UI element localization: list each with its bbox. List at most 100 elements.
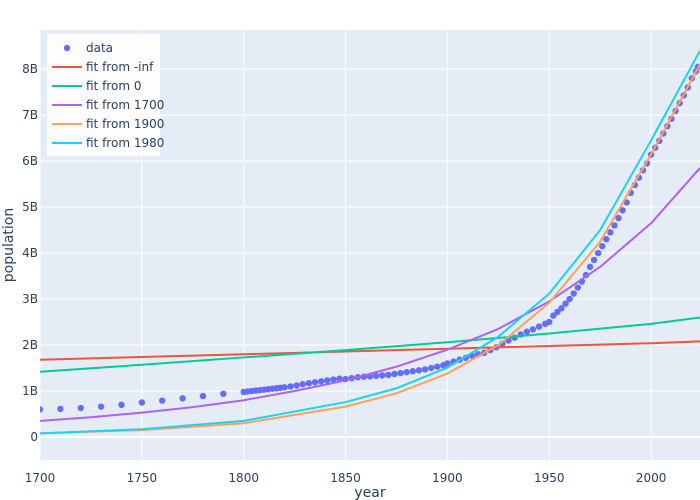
data-point <box>199 392 207 400</box>
legend-label: fit from 1900 <box>86 117 164 131</box>
x-tick-labels: 1700 1750 1800 1850 1900 1950 2000 <box>25 471 667 485</box>
series-5 <box>40 50 700 435</box>
data-point <box>574 284 581 291</box>
y-tick-label: 4B <box>22 246 38 260</box>
legend-label: fit from 1980 <box>86 136 164 150</box>
series-layer <box>40 50 700 435</box>
legend-item[interactable]: data <box>63 41 113 55</box>
data-point <box>550 312 557 319</box>
data-point <box>562 300 569 307</box>
legend-label: data <box>86 41 113 55</box>
data-point <box>570 290 577 297</box>
data-point <box>599 242 606 250</box>
y-tick-label: 0 <box>30 430 38 444</box>
y-axis-title: population <box>1 208 17 283</box>
data-point <box>623 199 630 206</box>
x-tick-label: 1850 <box>330 471 361 485</box>
y-tick-label: 1B <box>22 384 38 398</box>
y-tick-labels: 0 1B 2B 3B 4B 5B 6B 7B 8B <box>22 62 38 444</box>
data-point <box>118 401 125 409</box>
data-point <box>403 368 410 376</box>
data-point <box>554 308 561 316</box>
data-point <box>409 368 416 375</box>
legend-item[interactable]: fit from 1900 <box>52 117 164 131</box>
data-point <box>535 323 543 330</box>
legend-item[interactable]: fit from 1700 <box>52 98 164 112</box>
data-point <box>603 236 610 243</box>
data-point <box>77 404 84 412</box>
data-point <box>179 395 186 402</box>
data-point <box>558 305 565 312</box>
x-tick-label: 1750 <box>127 471 158 485</box>
data-point <box>324 377 331 384</box>
series-1 <box>40 340 700 361</box>
data-point <box>434 363 441 370</box>
data-point <box>590 256 598 264</box>
legend-label: fit from 0 <box>86 79 141 93</box>
series-line <box>40 50 700 435</box>
data-point <box>444 360 451 367</box>
series-line <box>40 316 700 373</box>
y-tick-label: 6B <box>22 154 38 168</box>
data-point <box>281 384 288 391</box>
legend-item[interactable]: fit from 1980 <box>52 136 164 150</box>
x-tick-label: 1950 <box>534 471 565 485</box>
data-point <box>299 380 306 388</box>
y-tick-label: 2B <box>22 338 38 352</box>
y-tick-label: 8B <box>22 62 38 76</box>
legend-item[interactable]: fit from 0 <box>52 79 141 93</box>
data-point <box>607 229 614 236</box>
data-point <box>220 390 227 397</box>
legend-label: fit from 1700 <box>86 98 164 112</box>
data-point <box>97 403 105 410</box>
data-point <box>427 364 435 372</box>
data-point <box>523 328 531 335</box>
y-tick-label: 3B <box>22 292 38 306</box>
series-3 <box>40 167 700 422</box>
data-point <box>586 263 594 271</box>
data-point <box>372 372 380 380</box>
data-point <box>594 249 602 257</box>
data-point <box>330 376 337 383</box>
series-line <box>40 167 700 422</box>
data-point <box>57 405 64 413</box>
series-2 <box>40 316 700 373</box>
data-point <box>619 207 626 214</box>
legend[interactable]: data fit from -inf fit from 0 fit from 1700… <box>47 34 164 156</box>
series-4 <box>40 64 700 435</box>
x-tick-label: 2000 <box>636 471 667 485</box>
data-point <box>615 214 622 222</box>
y-tick-label: 5B <box>22 200 38 214</box>
series-line <box>40 340 700 361</box>
data-point <box>566 295 573 303</box>
data-point <box>138 399 146 406</box>
x-tick-label: 1900 <box>432 471 463 485</box>
data-point <box>546 318 553 326</box>
data-point <box>287 383 294 390</box>
data-point <box>317 378 325 385</box>
data-point <box>159 397 166 404</box>
data-point <box>415 367 423 374</box>
data-point <box>397 369 404 377</box>
data-point <box>391 370 398 378</box>
data-point <box>529 326 537 333</box>
x-tick-label: 1700 <box>25 471 56 485</box>
data-point <box>40 406 44 413</box>
series-line <box>40 64 700 435</box>
data-point <box>379 372 386 379</box>
x-tick-label: 1800 <box>228 471 259 485</box>
data-point <box>305 380 313 387</box>
y-tick-label: 7B <box>22 108 38 122</box>
x-axis-title: year <box>354 485 385 500</box>
data-point <box>293 382 300 389</box>
data-point <box>421 366 429 373</box>
legend-marker-swatch <box>63 44 71 52</box>
legend-item[interactable]: fit from -inf <box>52 60 154 74</box>
data-point <box>385 371 392 379</box>
legend-box <box>47 34 160 156</box>
data-point <box>336 375 343 382</box>
data-point <box>311 379 319 386</box>
legend-label: fit from -inf <box>86 60 154 74</box>
data-point <box>611 222 618 229</box>
